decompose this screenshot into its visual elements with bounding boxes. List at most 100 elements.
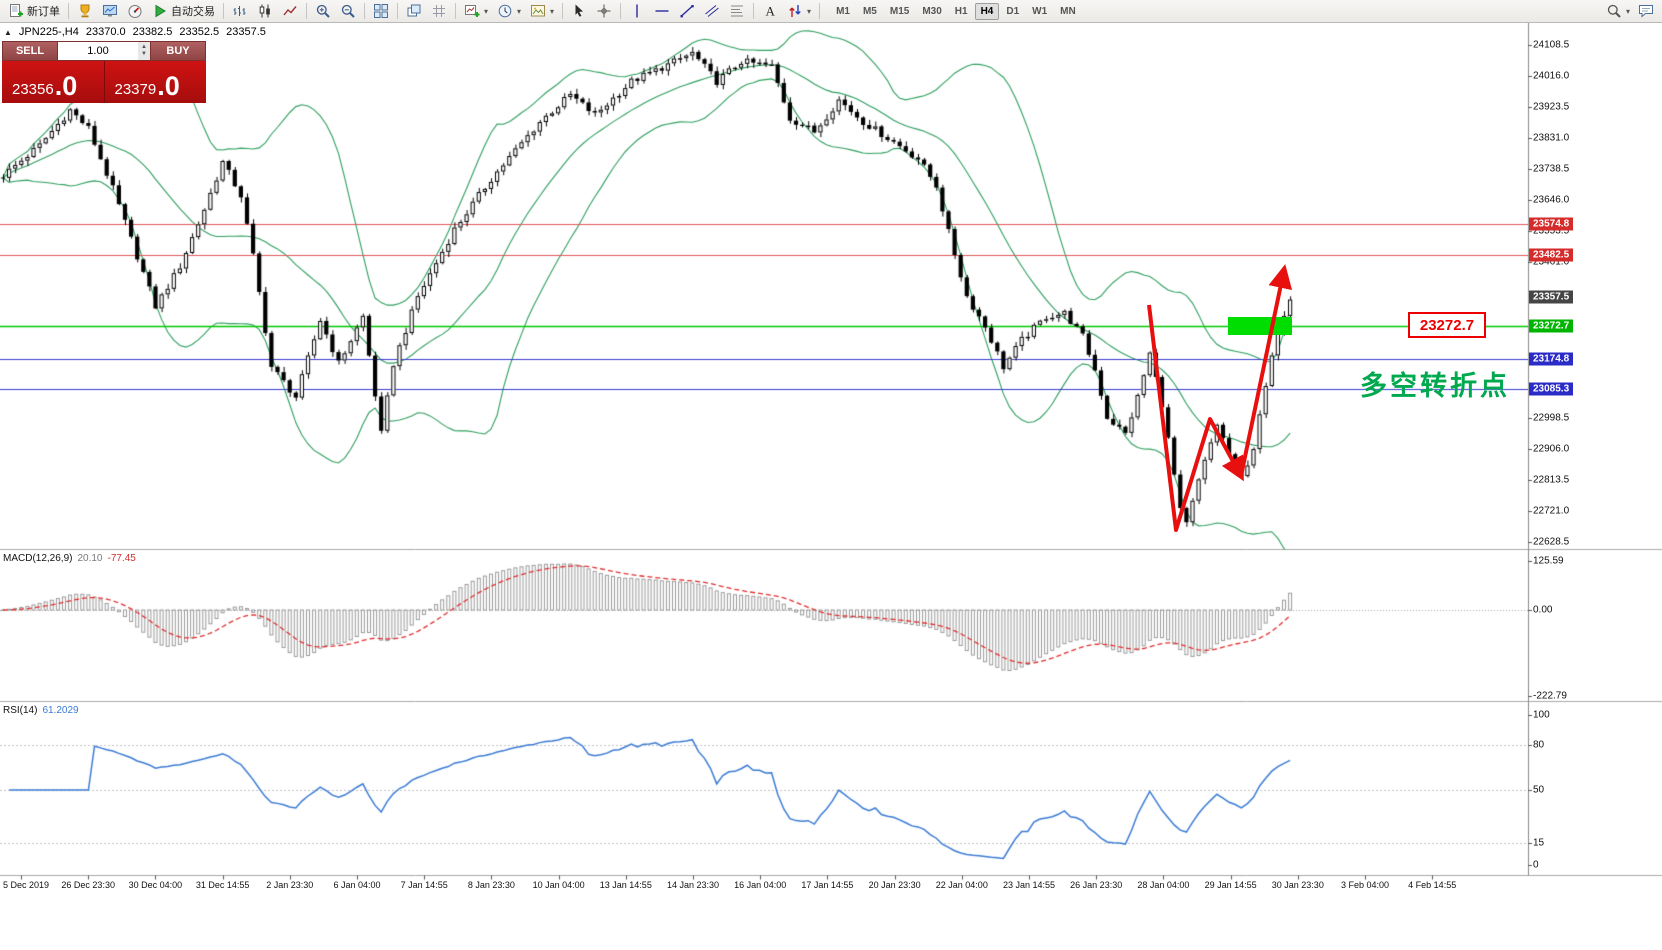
- timeframe-m1-button[interactable]: M1: [836, 5, 850, 17]
- zoom-out-button[interactable]: [336, 0, 360, 22]
- toolbar-separator: [397, 3, 398, 19]
- buy-price-pips: .0: [157, 71, 180, 102]
- doc-plus-icon: [8, 3, 24, 19]
- fibo-icon: [729, 3, 745, 19]
- monitor-icon: [102, 3, 118, 19]
- date-axis[interactable]: 5 Dec 2019 26 Dec 23:30 30 Dec 04:00 31 Dec…: [0, 876, 1528, 896]
- price-label: 23923.5: [1533, 101, 1570, 113]
- date-label: 10 Jan 04:00: [532, 880, 585, 890]
- toolbar-separator: [364, 3, 365, 19]
- sell-price[interactable]: 23356 .0: [2, 61, 104, 103]
- autotrade-button[interactable]: 自动交易: [148, 0, 219, 22]
- caret-down-icon: ▾: [807, 6, 812, 16]
- macd-axis-label: -222.79: [1533, 690, 1567, 702]
- trendline-icon: [679, 3, 695, 19]
- toolbar-separator: [819, 3, 821, 19]
- toolbar-separator: [223, 3, 224, 19]
- date-label: 28 Jan 04:00: [1137, 880, 1190, 890]
- toolbar-separator: [68, 3, 69, 19]
- vertical-line-button[interactable]: [625, 0, 649, 22]
- date-label: 8 Jan 23:30: [467, 880, 515, 890]
- text-button[interactable]: A: [758, 0, 782, 22]
- trophy-button[interactable]: [73, 0, 97, 22]
- new-order-button-label: 新订单: [27, 6, 60, 18]
- volume-input[interactable]: [58, 42, 138, 60]
- date-label: 22 Jan 04:00: [935, 880, 988, 890]
- price-axis[interactable]: 24108.5 24016.0 23923.5 23831.0 23738.5 23646…: [1529, 23, 1662, 949]
- chart-canvas[interactable]: [0, 23, 1662, 949]
- date-label: 13 Jan 14:55: [599, 880, 652, 890]
- sell-button[interactable]: SELL: [2, 41, 58, 61]
- new-order-button[interactable]: 新订单: [4, 0, 64, 22]
- buy-price[interactable]: 23379 .0: [103, 61, 207, 103]
- fibonacci-button[interactable]: [725, 0, 749, 22]
- channel-button[interactable]: [700, 0, 724, 22]
- cursor-button[interactable]: [567, 0, 591, 22]
- bars-icon: [232, 3, 248, 19]
- trendline-button[interactable]: [675, 0, 699, 22]
- grid-button[interactable]: [427, 0, 451, 22]
- volume-stepper: ▲ ▼: [58, 41, 150, 61]
- date-label: 16 Jan 04:00: [734, 880, 787, 890]
- macd-signal-value: -77.45: [107, 553, 136, 564]
- date-label: 20 Jan 23:30: [868, 880, 921, 890]
- date-label: 30 Dec 04:00: [128, 880, 183, 890]
- timeframe-d1-button[interactable]: D1: [1006, 5, 1020, 17]
- date-label: 23 Jan 14:55: [1002, 880, 1056, 890]
- sell-price-pips: .0: [54, 71, 78, 102]
- candles-icon: [257, 3, 273, 19]
- timeframe-mn-button[interactable]: MN: [1060, 5, 1076, 17]
- timeframe-m5-button[interactable]: M5: [862, 5, 877, 17]
- buy-button[interactable]: BUY: [150, 41, 206, 61]
- market-monitor-button[interactable]: [98, 0, 122, 22]
- gold-cup-icon: [77, 3, 93, 19]
- rsi-axis-label: 15: [1533, 837, 1545, 848]
- templates-button[interactable]: ▾: [526, 0, 558, 22]
- price-label: 22906.0: [1533, 443, 1570, 455]
- chart-region[interactable]: ▲ JPN225-,H4 23370.0 23382.5 23352.5 233…: [0, 23, 1662, 949]
- textA-icon: A: [762, 3, 778, 19]
- crosshair-button[interactable]: [592, 0, 616, 22]
- search-button[interactable]: ▾: [1602, 0, 1634, 22]
- gauge-button[interactable]: [123, 0, 147, 22]
- profiles-button[interactable]: ▾: [493, 0, 525, 22]
- feedback-button[interactable]: [1634, 0, 1658, 22]
- line-chart-button[interactable]: [278, 0, 302, 22]
- bar-chart-button[interactable]: [228, 0, 252, 22]
- tile-windows-button[interactable]: [369, 0, 393, 22]
- volume-down-icon[interactable]: ▼: [141, 51, 147, 57]
- chat-icon: [1638, 3, 1654, 19]
- timeframe-m30-button[interactable]: M30: [922, 5, 942, 17]
- sell-price-base: 23356: [12, 81, 54, 98]
- toolbar-right-group: ▾: [1602, 0, 1658, 22]
- cascade-windows-button[interactable]: [402, 0, 426, 22]
- timeframe-h4-button[interactable]: H4: [974, 2, 1000, 20]
- timeframe-w1-button[interactable]: W1: [1032, 5, 1048, 17]
- crosshair-icon: [596, 3, 612, 19]
- date-label: 5 Dec 2019: [2, 880, 50, 890]
- clock-icon: [497, 3, 513, 19]
- date-label: 3 Feb 04:00: [1340, 880, 1390, 890]
- horizontal-line-button[interactable]: [650, 0, 674, 22]
- play-green-icon: [152, 3, 168, 19]
- price-label: 22813.5: [1533, 474, 1570, 486]
- candle-chart-button[interactable]: [253, 0, 277, 22]
- caret-down-icon: ▾: [550, 6, 555, 16]
- hline-icon: [654, 3, 670, 19]
- toolbar-separator: [620, 3, 622, 19]
- new-chart-button[interactable]: ▾: [460, 0, 492, 22]
- arrows-button[interactable]: ▾: [783, 0, 815, 22]
- arrowmark-icon: [787, 3, 803, 19]
- one-click-trading-panel: SELL ▲ ▼ BUY 23356 .0 23379 .0: [2, 41, 206, 103]
- macd-axis-label: 125.59: [1533, 555, 1564, 567]
- price-label: 23553.5: [1533, 225, 1570, 237]
- price-label: 22628.5: [1533, 536, 1570, 548]
- timeframe-h1-button[interactable]: H1: [954, 5, 968, 17]
- autotrade-button-label: 自动交易: [171, 6, 215, 18]
- price-label: 23738.5: [1533, 163, 1570, 175]
- timeframe-m15-button[interactable]: M15: [889, 5, 910, 17]
- zoom-in-button[interactable]: [311, 0, 335, 22]
- collapse-one-click-icon[interactable]: ▲: [4, 27, 12, 37]
- open-value: 23370.0: [85, 26, 126, 38]
- volume-up-icon[interactable]: ▲: [141, 44, 147, 50]
